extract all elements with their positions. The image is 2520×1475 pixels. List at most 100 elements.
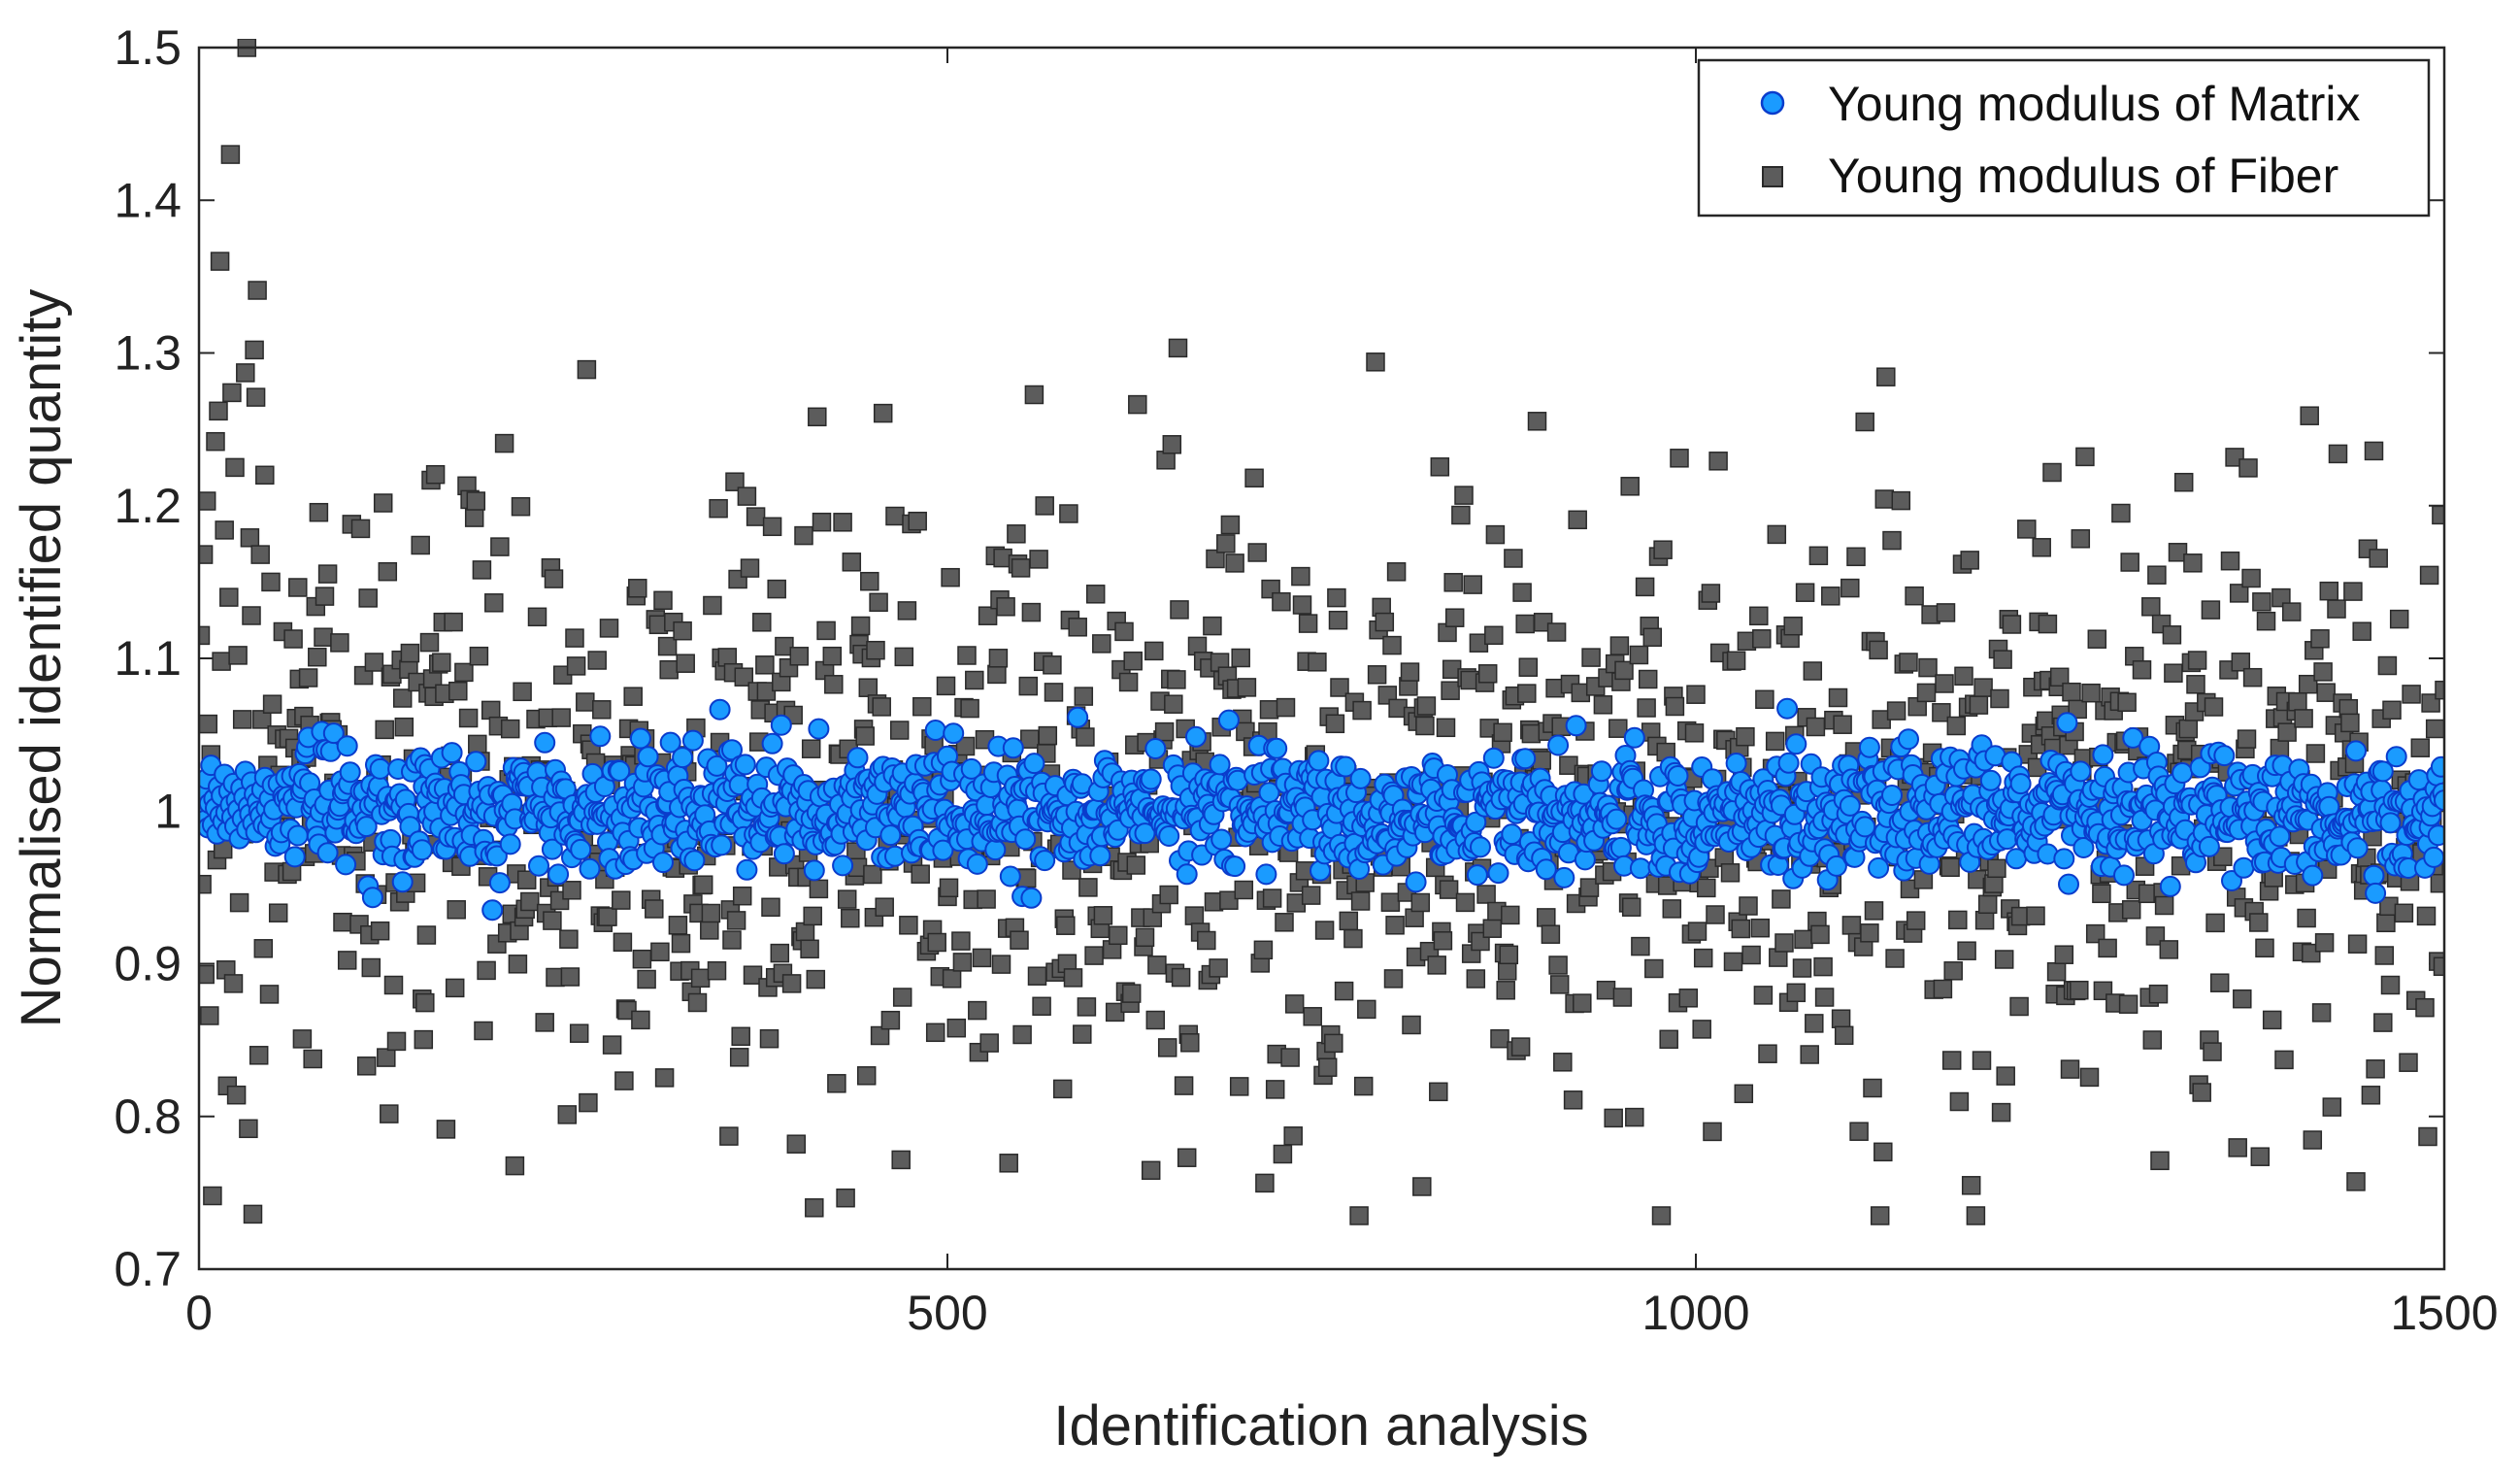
fiber-point [2049,667,2070,687]
matrix-point [335,854,357,876]
fiber-point [2294,709,2313,728]
fiber-point [1548,955,1568,975]
fiber-point [1891,490,1911,511]
fiber-point [436,1120,456,1139]
fiber-point [612,890,631,910]
fiber-point [1265,1080,1285,1099]
fiber-point [1755,689,1774,710]
fiber-point [1383,969,1404,989]
fiber-point [2118,994,2139,1014]
fiber-point [631,1010,650,1030]
fiber-point [2311,1003,2332,1022]
matrix-point [1266,737,1288,759]
y-tick-label: 1.1 [114,631,182,686]
fiber-point [2233,989,2252,1009]
fiber-point [1375,612,1395,632]
fiber-point [1382,635,1402,655]
fiber-point [732,886,752,906]
matrix-point [499,833,521,855]
matrix-point [1868,856,1890,879]
fiber-point [2068,699,2087,720]
matrix-point [2345,740,2367,762]
fiber-point [333,912,352,932]
fiber-point [1772,889,1791,909]
fiber-point [378,561,398,582]
fiber-point [1905,586,1924,606]
fiber-point [1918,657,1938,678]
fiber-point [1164,694,1183,714]
fiber-point [1416,696,1437,716]
fiber-point [872,697,891,717]
fiber-point [1659,1029,1678,1050]
fiber-point [2017,520,2037,539]
matrix-point [1470,836,1491,858]
fiber-point [2327,599,2346,619]
fiber-point [767,579,786,599]
matrix-point [1590,760,1612,783]
fiber-point [908,511,927,531]
fiber-point [2343,582,2363,601]
fiber-point [1076,727,1095,747]
fiber-point [816,620,836,641]
fiber-point [599,619,619,638]
fiber-point [1701,584,1721,603]
fiber-point [527,607,547,627]
fiber-point [873,403,893,423]
fiber-point [411,535,430,555]
matrix-point [2072,837,2095,858]
y-tick-label: 1 [154,784,182,838]
fiber-point [1077,997,1097,1017]
fiber-point [1093,906,1113,925]
fiber-point [2303,1130,2323,1150]
matrix-point [1776,697,1799,720]
matrix-point [629,727,651,750]
fiber-point [795,922,815,942]
fiber-point [2046,961,2067,982]
legend-box [1697,58,2431,218]
y-tick-label: 1.4 [114,173,182,227]
fiber-point [2297,908,2316,928]
fiber-point [252,710,272,729]
fiber-point [215,520,234,540]
fiber-point [2220,551,2240,571]
fiber-point [261,572,281,592]
matrix-point [316,842,339,864]
fiber-point [253,939,274,958]
fiber-point [1262,888,1282,908]
fiber-point [979,1033,999,1053]
fiber-point [1629,645,1649,665]
fiber-point [415,992,435,1013]
fiber-point [946,1018,967,1038]
fiber-point [2270,738,2290,758]
fiber-point [657,636,678,656]
fiber-point [511,496,531,517]
fiber-point [1882,530,1902,551]
fiber-point [1353,1076,1374,1096]
fiber-point [1367,665,1387,685]
matrix-point [2122,726,2144,749]
matrix-point [488,872,511,894]
fiber-point [1758,1044,1777,1063]
fiber-point [243,1204,263,1224]
fiber-point [2252,592,2271,612]
fiber-point [1795,583,1815,602]
matrix-point [1858,736,1880,758]
fiber-point [1225,553,1244,573]
matrix-point [411,839,433,861]
fiber-point [965,670,984,690]
fiber-point [899,916,918,935]
matrix-point [2058,873,2079,895]
fiber-point [226,1085,247,1105]
fiber-point [1749,606,1769,626]
fiber-point [2159,940,2179,959]
fiber-point [2141,597,2161,617]
matrix-point [2423,846,2444,868]
fiber-point [292,1029,313,1049]
fiber-point [2204,697,2224,717]
fiber-point [330,633,349,653]
fiber-point [2430,873,2444,893]
fiber-point [1933,979,1953,999]
fiber-point [1275,913,1294,932]
fiber-point [693,875,713,894]
matrix-point [2233,856,2255,879]
